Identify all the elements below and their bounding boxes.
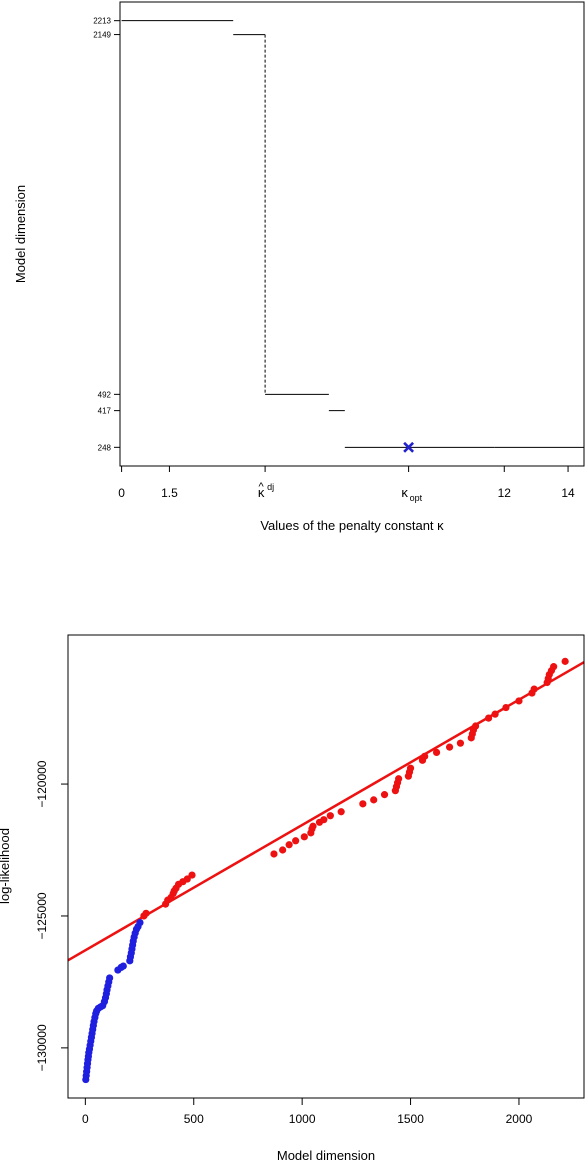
loglik-scatter-chart: 0 500 1000 1500 2000 −130000 −125000 −120000 M…	[0, 634, 585, 1163]
red-point-33	[406, 764, 415, 772]
plot1-y-tick-label-1: 2149	[93, 31, 111, 40]
red-point-19	[309, 822, 317, 830]
red-point-22	[326, 812, 334, 820]
plot2-y-tick-label-2: −120000	[35, 760, 49, 807]
red-point-15	[292, 837, 300, 845]
plot2-y-axis-label: log-likelihood	[0, 828, 12, 904]
red-point-23	[337, 808, 345, 816]
red-point-36	[432, 748, 441, 756]
plot1-x-axis-label: Values of the penalty constant κ	[260, 518, 444, 533]
plot1-y-tick-label-2: 492	[98, 390, 112, 399]
red-point-14	[285, 841, 293, 849]
plot1-x-tick-label-2: 12	[498, 486, 512, 500]
red-point-48	[530, 685, 538, 693]
plot2-x-tick-label-4: 2000	[506, 1112, 533, 1126]
kappa-opt-marker-stroke-b	[403, 441, 415, 453]
plot1-y-tick-label-3: 417	[98, 407, 112, 416]
red-point-16	[300, 833, 308, 841]
plot1-kappa-subscript-opt: opt	[410, 493, 423, 503]
plot1-kappa-symbol-dj: κ	[258, 485, 265, 500]
plot2-x-tick-label-3: 1500	[397, 1112, 424, 1126]
red-point-13	[279, 846, 287, 854]
plot1-y-axis-label: Model dimension	[13, 185, 28, 283]
plot2-x-tick-label-1: 500	[184, 1112, 204, 1126]
red-point-25	[370, 796, 378, 804]
plot1-x-tick-label-1: 1.5	[161, 486, 178, 500]
red-point-12	[270, 850, 278, 858]
plot1-y-tick-label-4: 248	[98, 443, 112, 452]
red-point-38	[456, 739, 465, 747]
red-point-24	[359, 800, 367, 808]
plot2-x-axis-label: Model dimension	[277, 1148, 375, 1163]
plot1-frame	[119, 1, 585, 467]
red-point-43	[485, 714, 493, 722]
red-point-21	[320, 816, 328, 824]
red-point-30	[395, 775, 403, 783]
plot1-x-tick-label-0: 0	[118, 486, 125, 500]
blue-point-31	[119, 962, 127, 970]
red-point-35	[421, 752, 429, 760]
plot1-kappa-symbol-opt: κ	[401, 485, 408, 500]
plot2-x-tick-label-2: 1000	[289, 1112, 316, 1126]
red-point-11	[188, 871, 196, 879]
red-point-42	[471, 722, 480, 730]
plot1-kappa-superscript-dj: dj	[267, 482, 274, 492]
red-point-10	[183, 875, 191, 883]
red-point-44	[491, 710, 499, 718]
blue-point-42	[136, 918, 144, 927]
blue-point-28	[106, 974, 114, 982]
red-point-1	[142, 909, 150, 917]
plot2-y-tick-label-0: −130000	[35, 1024, 49, 1071]
red-point-46	[515, 697, 523, 705]
plot2-y-tick-label-1: −125000	[35, 892, 49, 939]
plot1-y-tick-label-0: 2213	[93, 17, 111, 26]
red-point-26	[380, 791, 389, 799]
regression-fit-line	[67, 661, 585, 962]
red-point-54	[561, 657, 569, 665]
plot1-x-tick-label-3: 14	[561, 486, 575, 500]
red-point-45	[502, 703, 510, 712]
plot1-kappa-hat-dj: ^	[259, 481, 265, 493]
red-point-37	[445, 743, 454, 751]
red-point-53	[550, 663, 558, 671]
plot2-frame	[67, 634, 585, 1099]
plot2-x-tick-label-0: 0	[82, 1112, 89, 1126]
